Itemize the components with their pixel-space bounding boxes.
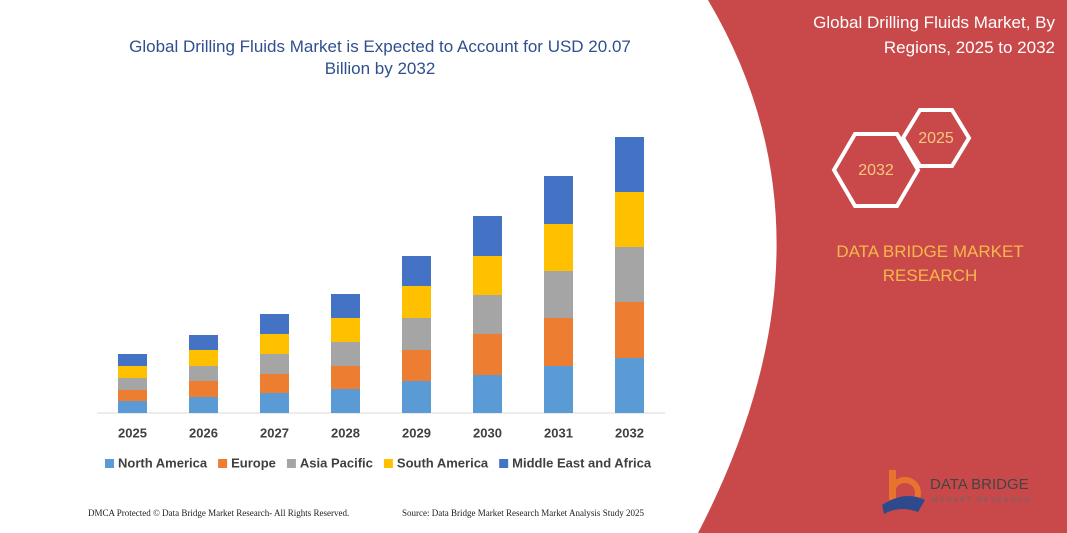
hexagon [831, 132, 921, 208]
footer-copyright: DMCA Protected © Data Bridge Market Rese… [88, 508, 349, 518]
bar-segment [260, 393, 289, 413]
legend-swatch [499, 459, 509, 468]
legend-label: Europe [231, 455, 276, 470]
legend-label: Asia Pacific [300, 455, 373, 470]
bar-segment [331, 318, 360, 342]
x-tick-label: 2032 [615, 425, 644, 440]
bar-segment [402, 318, 431, 350]
hexagon-label: 2032 [858, 162, 894, 179]
bar-segment [118, 378, 147, 390]
x-tick-label: 2028 [331, 425, 360, 440]
bar-segment [473, 216, 502, 256]
bar-segment [402, 350, 431, 381]
bar-segment [402, 286, 431, 318]
footer-source: Source: Data Bridge Market Research Mark… [402, 508, 644, 518]
legend-swatch [383, 459, 393, 468]
bar-segment [260, 354, 289, 374]
bar-segment [544, 366, 573, 413]
bar-segment [615, 302, 644, 358]
bar-segment [331, 366, 360, 389]
bar-segment [260, 334, 289, 354]
panel-title: Global Drilling Fluids Market, By Region… [813, 13, 1055, 57]
bar-segment [118, 401, 147, 413]
bar-segment [189, 381, 218, 397]
x-tick-label: 2030 [473, 425, 502, 440]
panel-brand: DATA BRIDGE MARKET RESEARCH [836, 242, 1024, 285]
bar-segment [331, 389, 360, 413]
bar-segment [544, 271, 573, 318]
bar-segment [189, 350, 218, 366]
bar-segment [473, 334, 502, 375]
bar-segment [473, 256, 502, 295]
bar-segment [189, 397, 218, 413]
bar-segment [402, 256, 431, 286]
bar-segment [473, 375, 502, 413]
x-tick-label: 2026 [189, 425, 218, 440]
bar-segment [615, 358, 644, 413]
bar-segment [544, 318, 573, 366]
legend-label: North America [118, 455, 208, 470]
x-tick-label: 2025 [118, 425, 147, 440]
x-tick-label: 2029 [402, 425, 431, 440]
logo-name: DATA BRIDGE [930, 476, 1029, 493]
hexagon-label: 2025 [918, 130, 954, 147]
legend-swatch [286, 459, 296, 468]
side-panel [698, 0, 1067, 533]
bar-segment [473, 295, 502, 334]
hexagon [900, 108, 972, 168]
bar-segment [615, 247, 644, 302]
bar-segment [615, 137, 644, 192]
bar-segment [260, 374, 289, 393]
bar-segment [544, 176, 573, 224]
legend-swatch [105, 459, 114, 468]
bar-segment [189, 335, 218, 350]
x-tick-label: 2027 [260, 425, 289, 440]
bar-segment [402, 381, 431, 413]
legend-label: Middle East and Africa [512, 455, 652, 470]
bar-segment [118, 354, 147, 366]
logo-tagline: MARKET RESEARCH [932, 497, 1032, 504]
bar-segment [615, 192, 644, 247]
logo-icon [882, 470, 925, 514]
bar-segment [118, 366, 147, 378]
bar-segment [544, 224, 573, 271]
bar-segment [260, 314, 289, 334]
chart-title: Global Drilling Fluids Market is Expecte… [129, 37, 631, 78]
bar-segment [189, 366, 218, 381]
logo-shape [882, 496, 925, 514]
bar-segment [331, 294, 360, 318]
x-tick-label: 2031 [544, 425, 573, 440]
bar-segment [331, 342, 360, 366]
legend-label: South America [397, 455, 489, 470]
legend-swatch [218, 459, 228, 468]
bar-segment [118, 390, 147, 401]
